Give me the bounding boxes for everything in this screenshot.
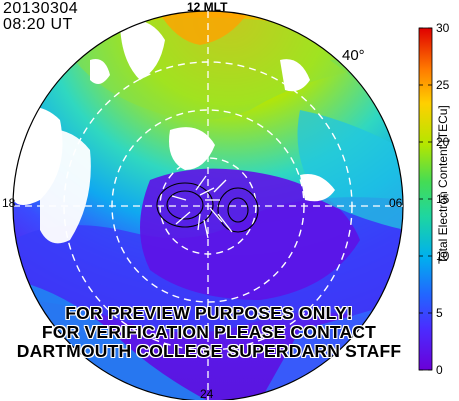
mlt-meridians: [13, 11, 403, 400]
colorbar-tick-label: 20: [436, 135, 450, 149]
colorbar-tick-label: 10: [436, 249, 450, 263]
colorbar-tick-label: 30: [436, 21, 450, 35]
latitude-label: 40°: [342, 47, 365, 64]
mlt-top-label: 12 MLT: [187, 0, 228, 14]
mlt-left-label: 18: [2, 196, 16, 210]
colorbar-title: Total Electron Content [TECu]: [436, 105, 450, 264]
mlt-bottom-label: 24: [200, 387, 214, 401]
colorbar: 0 5 10 15 20 25 30: [418, 21, 450, 377]
time-label: 08:20 UT: [3, 16, 73, 33]
colorbar-ticks: 0 5 10 15 20 25 30: [419, 21, 450, 377]
colorbar-tick-label: 25: [436, 78, 450, 92]
colorbar-tick-label: 15: [436, 192, 450, 206]
colorbar-tick-label: 5: [436, 306, 443, 320]
watermark-line-2: FOR VERIFICATION PLEASE CONTACT: [41, 322, 377, 342]
velocity-vectors: [171, 175, 233, 239]
mlt-right-label: 06: [389, 196, 403, 210]
colorbar-tick-label: 0: [436, 363, 443, 377]
watermark-line-3: DARTMOUTH COLLEGE SUPERDARN STAFF: [16, 341, 402, 361]
date-label: 20130304: [3, 0, 79, 17]
watermark-line-1: FOR PREVIEW PURPOSES ONLY!: [65, 303, 353, 323]
convection-contours: [156, 182, 259, 233]
